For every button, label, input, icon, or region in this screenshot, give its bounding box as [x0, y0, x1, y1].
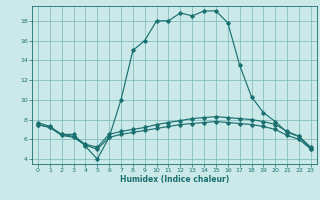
X-axis label: Humidex (Indice chaleur): Humidex (Indice chaleur) [120, 175, 229, 184]
